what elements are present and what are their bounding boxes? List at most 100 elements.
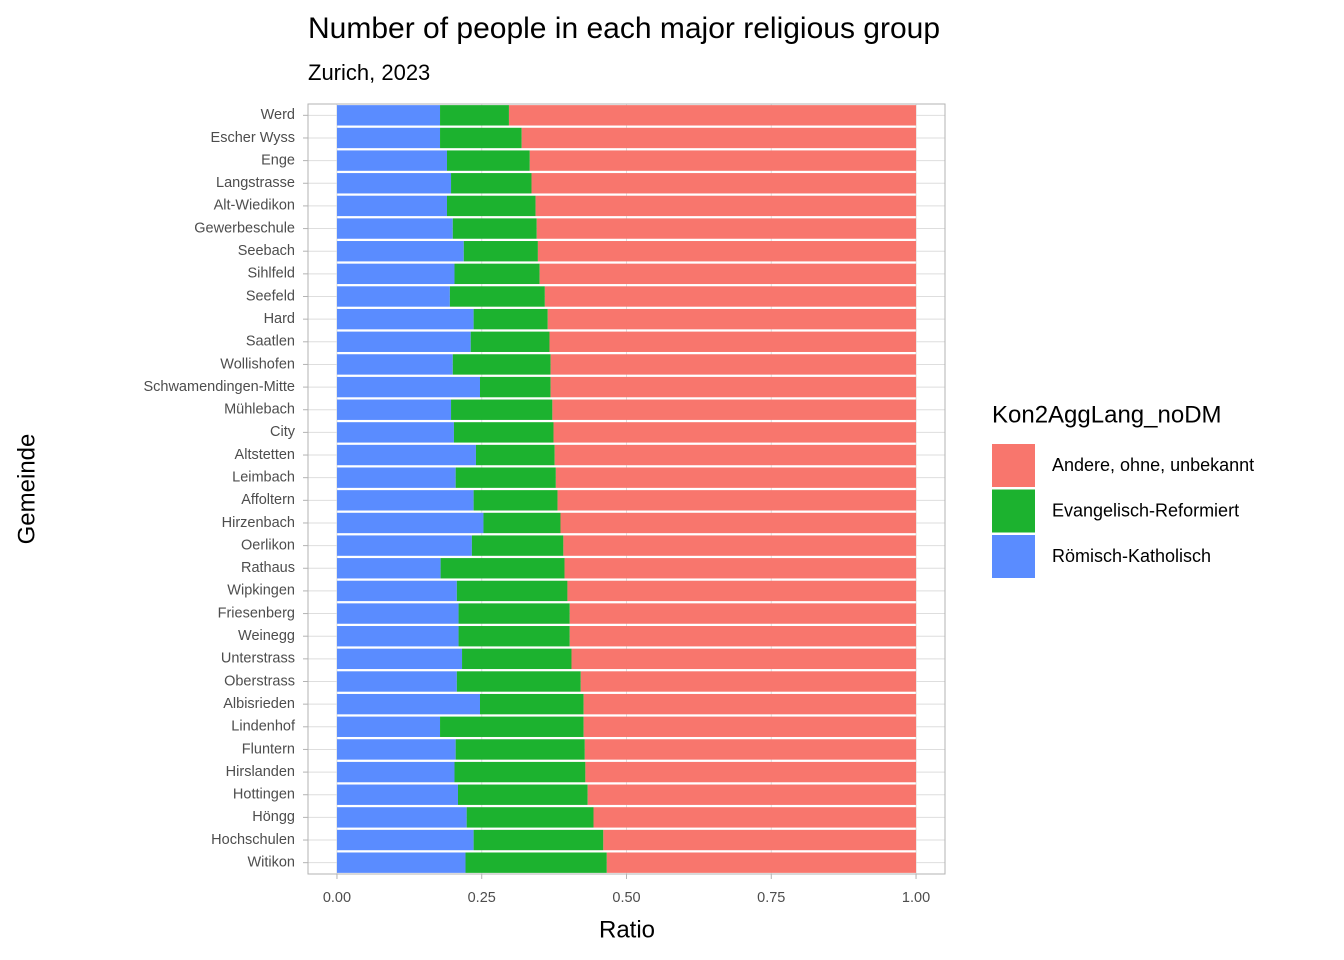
chart-title: Number of people in each major religious… <box>308 12 940 45</box>
y-tick-label: City <box>270 424 296 440</box>
y-tick-label: Oberstrass <box>224 673 295 689</box>
bar-segment <box>606 852 917 873</box>
bar-segment <box>521 127 917 149</box>
y-tick-label: Affoltern <box>241 492 295 508</box>
y-tick-label: Oerlikon <box>241 537 295 553</box>
y-tick-label: Sihlfeld <box>247 266 295 282</box>
y-tick-label: Altstetten <box>235 447 295 463</box>
bar-segment <box>336 784 458 805</box>
y-tick-label: Hochschulen <box>211 832 295 848</box>
bar-segment <box>336 150 447 171</box>
bar-segment <box>555 467 917 488</box>
bar-segment <box>550 376 917 398</box>
bar-segment <box>336 761 455 783</box>
x-tick-label: 0.00 <box>323 890 351 906</box>
y-tick-label: Schwamendingen-Mitte <box>143 379 295 395</box>
legend-key <box>992 535 1035 578</box>
x-tick-label: 0.50 <box>612 890 640 906</box>
bar-segment <box>336 376 480 398</box>
x-tick-label: 0.75 <box>757 890 785 906</box>
bar-segment <box>336 535 472 556</box>
bar-segment <box>336 648 463 670</box>
bar-segment <box>336 105 441 126</box>
bar-segment <box>336 716 441 737</box>
bar-segment <box>440 558 565 579</box>
y-tick-label: Weinegg <box>238 628 295 644</box>
y-tick-label: Hirslanden <box>226 764 295 780</box>
y-tick-label: Werd <box>261 107 295 123</box>
bar-segment <box>336 444 476 466</box>
bar-segment <box>446 195 536 217</box>
bar-segment <box>557 490 917 511</box>
bar-segment <box>470 331 550 352</box>
bar-segment <box>473 490 558 511</box>
legend-label: Evangelisch-Reformiert <box>1052 500 1239 520</box>
bar-segment <box>336 195 447 217</box>
y-tick-label: Höngg <box>252 809 295 825</box>
bar-segment <box>336 807 467 828</box>
bar-segment <box>451 399 553 420</box>
y-tick-label: Friesenberg <box>218 605 295 621</box>
bar-segment <box>567 580 917 602</box>
bar-segment <box>560 512 917 534</box>
y-tick-label: Mühlebach <box>224 402 295 418</box>
y-tick-label: Gewerbeschule <box>194 220 295 236</box>
y-tick-label: Hottingen <box>233 787 295 803</box>
bar-segment <box>569 603 917 624</box>
bar-segment <box>336 218 453 239</box>
bar-segment <box>336 490 474 511</box>
bar-segment <box>336 263 455 285</box>
bar-segment <box>336 693 480 715</box>
bar-segment <box>535 195 917 217</box>
bar-segment <box>336 399 452 420</box>
bar-segment <box>455 467 556 488</box>
bar-segment <box>583 716 917 737</box>
chart-subtitle: Zurich, 2023 <box>308 60 430 85</box>
bar-segment <box>446 150 530 171</box>
bar-segment <box>536 218 917 239</box>
bar-segment <box>571 648 917 670</box>
bar-segment <box>479 693 584 715</box>
bar-segment <box>451 173 532 194</box>
bar-segment <box>465 852 607 873</box>
bar-segment <box>336 331 471 352</box>
bar-segment <box>455 739 585 760</box>
bar-segment <box>336 558 441 579</box>
bar-segment <box>336 354 453 375</box>
bar-segment <box>584 739 917 760</box>
bar-segment <box>508 105 917 126</box>
bar-segment <box>550 354 917 375</box>
bar-segment <box>552 399 917 420</box>
panel-border <box>307 103 946 875</box>
bar-segment <box>603 829 917 851</box>
bar-segment <box>471 535 564 556</box>
bar-segment <box>336 127 441 149</box>
bar-segment <box>585 761 917 783</box>
x-tick-label: 0.25 <box>468 890 496 906</box>
bar-segment <box>563 535 917 556</box>
y-tick-label: Saatlen <box>246 334 295 350</box>
bar-segment <box>553 422 917 443</box>
bar-segment <box>452 354 551 375</box>
bar-segment <box>440 105 509 126</box>
y-tick-label: Unterstrass <box>221 651 295 667</box>
y-tick-label: Lindenhof <box>231 719 296 735</box>
bar-segment <box>336 603 459 624</box>
legend-key <box>992 489 1035 533</box>
bar-segment <box>587 784 917 805</box>
bar-segment <box>457 784 588 805</box>
bar-segment <box>456 580 568 602</box>
y-tick-label: Hirzenbach <box>222 515 295 531</box>
y-tick-label: Enge <box>261 152 295 168</box>
y-tick-label: Wipkingen <box>227 583 295 599</box>
bar-segment <box>453 422 554 443</box>
bar-segment <box>458 626 570 647</box>
bar-segment <box>473 829 604 851</box>
bar-segment <box>452 218 537 239</box>
bar-segment <box>336 308 474 330</box>
bar-segment <box>336 852 466 873</box>
bar-segment <box>336 671 457 692</box>
bar-segment <box>440 127 522 149</box>
bar-segment <box>336 173 452 194</box>
bar-segment <box>456 671 581 692</box>
